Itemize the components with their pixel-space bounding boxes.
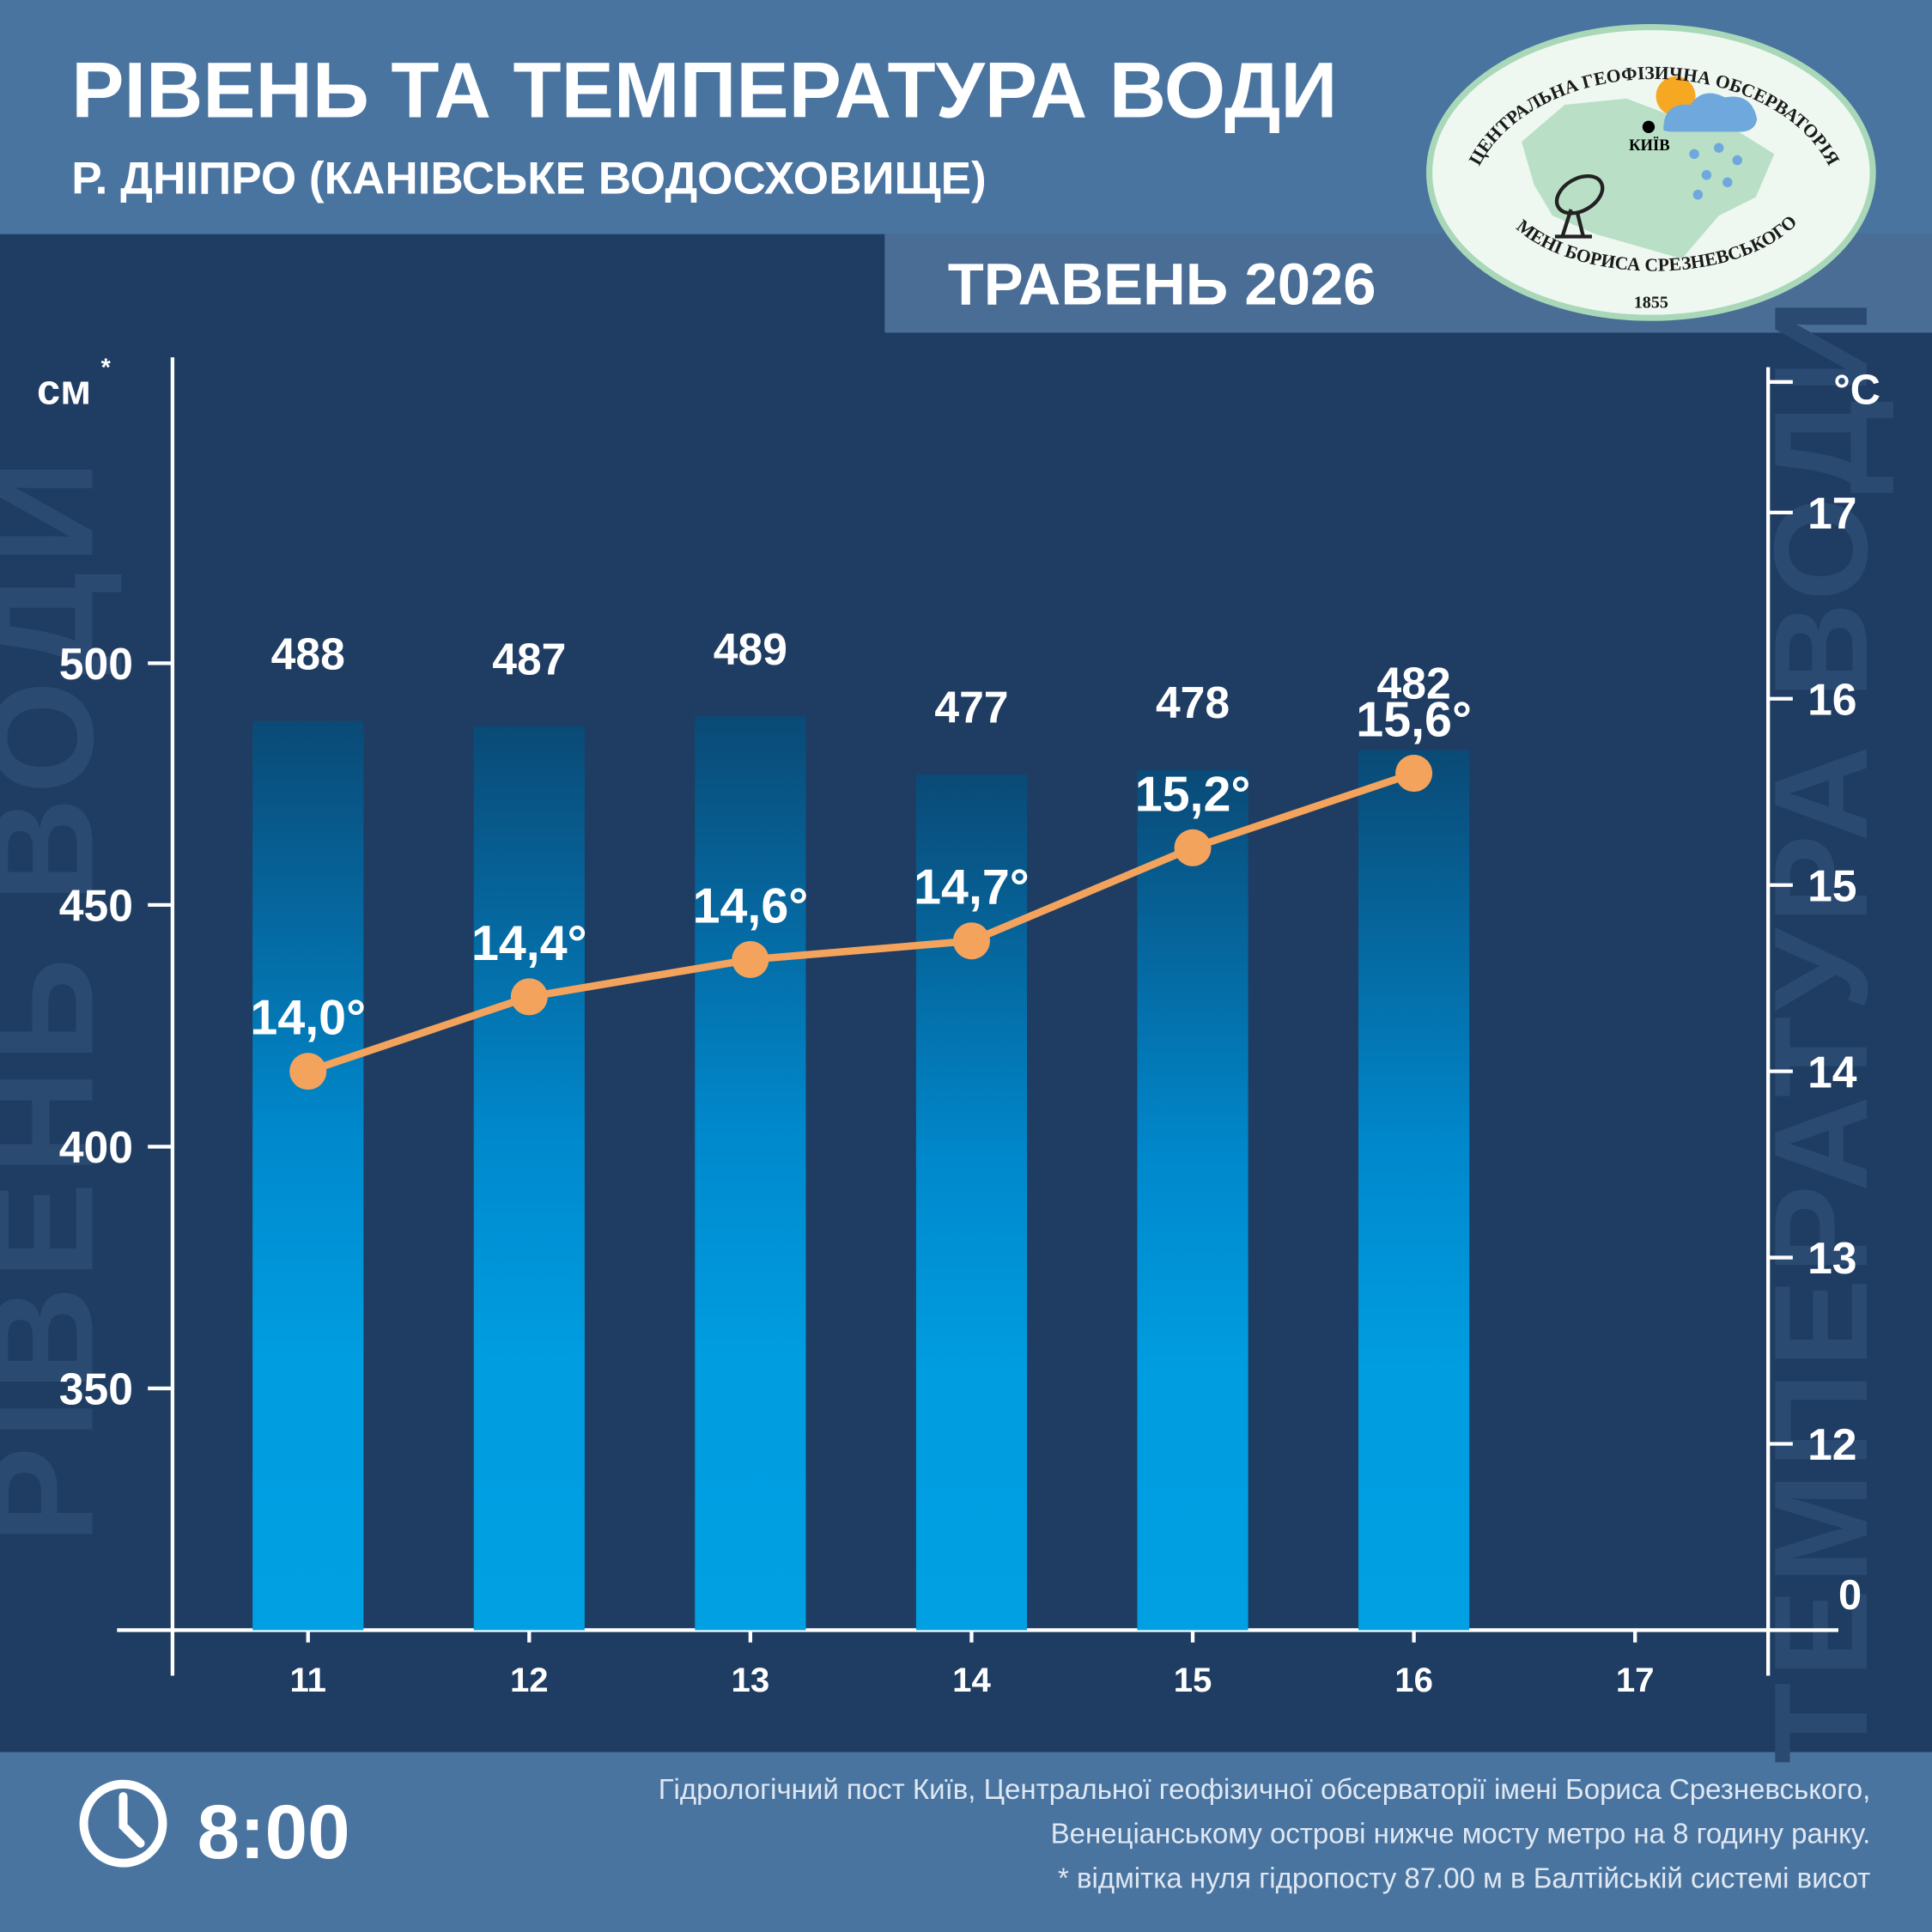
logo-cloud <box>1663 93 1758 132</box>
x-tick-label: 17 <box>1616 1661 1655 1699</box>
bar-value-label: 477 <box>934 683 1008 732</box>
bar-value-label: 487 <box>492 634 566 683</box>
chart-subtitle: Р. ДНІПРО (КАНІВСЬКЕ ВОДОСХОВИЩЕ) <box>71 153 987 204</box>
y-axis-label: см <box>37 368 91 414</box>
y2-tick-label: 15 <box>1807 860 1856 910</box>
y2-tick-label: 17 <box>1807 489 1856 538</box>
bar-value-label: 482 <box>1377 658 1451 708</box>
y2-axis-label: °C <box>1833 368 1880 414</box>
temperature-label: 14,6° <box>693 878 809 933</box>
logo-year: 1855 <box>1634 294 1668 313</box>
watermark-right: ТЕМПЕРАТУРА ВОДИ <box>1747 294 1895 1764</box>
y-tick-label: 400 <box>59 1122 133 1172</box>
y-axis-label-note: * <box>101 355 112 382</box>
footer <box>0 1752 1932 1932</box>
footer-note: Венеціанському острові нижче мосту метро… <box>1051 1818 1871 1850</box>
x-tick-label: 12 <box>510 1661 549 1699</box>
period: ТРАВЕНЬ 2026 <box>948 251 1376 317</box>
temperature-label: 14,7° <box>914 860 1030 915</box>
bar <box>1358 750 1470 1631</box>
logo-city-dot <box>1642 120 1656 133</box>
bar <box>473 726 585 1631</box>
y-tick-label: 500 <box>59 639 133 689</box>
logo-rain <box>1689 143 1743 200</box>
x-tick-label: 15 <box>1174 1661 1212 1699</box>
y-tick-label: 450 <box>59 881 133 931</box>
temperature-line <box>307 769 1415 1075</box>
footer-note: * відмітка нуля гідропосту 87.00 м в Бал… <box>1058 1862 1870 1893</box>
bar <box>1137 769 1249 1631</box>
temperature-point <box>289 1053 327 1091</box>
y2-tick-label: 14 <box>1807 1047 1857 1097</box>
clock-hands <box>118 1792 145 1848</box>
y2-tick-label: 16 <box>1807 674 1856 724</box>
temperature-label: 14,0° <box>250 991 366 1046</box>
watermark-left: РІВЕНЬ ВОДИ <box>0 453 124 1544</box>
footer-note: Гідрологічний пост Київ, Центральної гео… <box>659 1773 1871 1805</box>
x-tick-label: 16 <box>1394 1661 1433 1699</box>
chart-title: РІВЕНЬ ТА ТЕМПЕРАТУРА ВОДИ <box>71 46 1337 134</box>
x-tick-label: 14 <box>952 1661 991 1699</box>
bar-value-label: 478 <box>1156 677 1230 727</box>
temperature-point <box>1395 755 1433 793</box>
y2-tick-label: 12 <box>1807 1419 1856 1469</box>
temperature-label: 14,4° <box>471 916 587 971</box>
x-tick-label: 11 <box>290 1661 326 1699</box>
time: 8:00 <box>197 1789 350 1874</box>
bar-value-label: 489 <box>714 624 787 674</box>
x-tick-label: 13 <box>732 1661 770 1699</box>
temperature-point <box>732 940 769 979</box>
logo-antenna <box>1554 173 1605 239</box>
bar <box>695 716 806 1631</box>
clock-icon <box>79 1779 167 1868</box>
temperature-point <box>510 978 548 1016</box>
bar <box>252 720 364 1631</box>
y2-origin-label: 0 <box>1838 1572 1862 1619</box>
bar <box>915 774 1028 1631</box>
y2-tick-label: 13 <box>1807 1233 1856 1283</box>
logo-city: КИЇВ <box>1629 137 1670 155</box>
temperature-label: 15,2° <box>1135 767 1251 822</box>
y-tick-label: 350 <box>59 1364 133 1414</box>
temperature-label: 15,6° <box>1356 693 1472 748</box>
bar-value-label: 488 <box>271 629 345 679</box>
temperature-point <box>952 922 990 960</box>
logo-map <box>1522 98 1775 259</box>
temperature-point <box>1174 829 1212 866</box>
